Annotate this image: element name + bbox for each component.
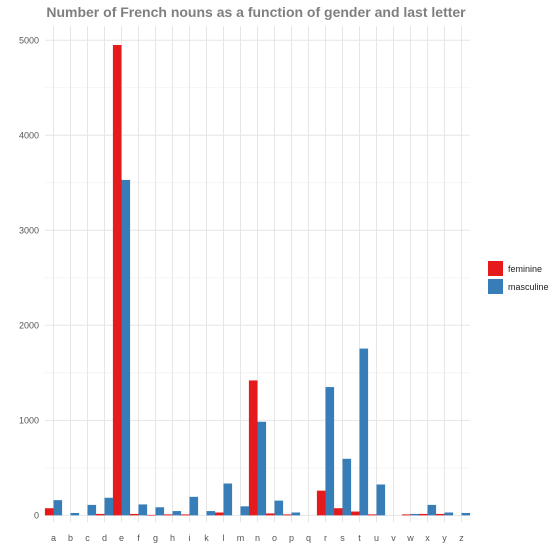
bar-masculine-r [325, 387, 335, 516]
y-tick-label: 3000 [19, 225, 39, 235]
bar-masculine-a [53, 500, 63, 516]
x-tick-label: w [406, 533, 414, 543]
bar-feminine-i [180, 514, 190, 516]
bar-masculine-o [274, 500, 284, 516]
bar-masculine-u [376, 484, 386, 516]
x-tick-label: l [223, 533, 225, 543]
y-tick-label: 2000 [19, 320, 39, 330]
x-tick-label: k [204, 533, 209, 543]
bar-masculine-n [257, 421, 267, 516]
x-tick-label: b [68, 533, 73, 543]
bar-feminine-s [333, 508, 343, 516]
bar-masculine-z [461, 512, 471, 516]
bar-masculine-i [189, 496, 199, 516]
bar-masculine-g [155, 507, 165, 516]
chart-title: Number of French nouns as a function of … [46, 4, 466, 20]
x-tick-label: z [459, 533, 464, 543]
x-tick-label: i [189, 533, 191, 543]
bar-feminine-o [265, 513, 275, 516]
bar-masculine-b [70, 512, 80, 516]
bar-masculine-p [291, 512, 301, 516]
legend-key-masculine [488, 279, 503, 294]
x-tick-label: s [340, 533, 345, 543]
legend: feminine masculine [488, 261, 549, 294]
y-tick-label: 0 [34, 510, 39, 520]
bar-feminine-y [435, 513, 445, 516]
bar-masculine-m [240, 506, 250, 516]
bar-masculine-s [342, 458, 352, 516]
bar-masculine-f [138, 504, 148, 516]
x-tick-label: t [358, 533, 361, 543]
bar-feminine-x [418, 513, 428, 516]
legend-key-feminine [488, 261, 503, 276]
bar-masculine-w [410, 513, 420, 516]
x-tick-label: c [85, 533, 90, 543]
bar-feminine-g [146, 514, 156, 516]
bar-feminine-a [44, 508, 54, 516]
bar-feminine-h [163, 514, 173, 516]
y-tick-label: 5000 [19, 35, 39, 45]
x-tick-label: x [425, 533, 430, 543]
legend-label-masculine: masculine [508, 282, 549, 292]
bar-feminine-f [129, 513, 139, 516]
x-tick-label: d [102, 533, 107, 543]
bar-feminine-u [367, 514, 377, 516]
y-axis: 0 1000 2000 3000 4000 5000 [19, 35, 39, 520]
x-tick-label: p [289, 533, 294, 543]
x-tick-label: a [51, 533, 56, 543]
x-tick-label: u [374, 533, 379, 543]
bar-masculine-k [206, 511, 216, 516]
x-tick-label: n [255, 533, 260, 543]
bar-masculine-e [121, 179, 131, 516]
x-tick-label: r [324, 533, 327, 543]
bar-feminine-d [95, 513, 105, 516]
bar-masculine-t [359, 348, 369, 516]
bar-masculine-y [444, 512, 454, 516]
x-tick-label: g [153, 533, 158, 543]
x-tick-label: v [391, 533, 396, 543]
x-tick-label: q [306, 533, 311, 543]
x-tick-label: e [119, 533, 124, 543]
y-tick-label: 4000 [19, 130, 39, 140]
y-tick-label: 1000 [19, 415, 39, 425]
x-tick-label: o [272, 533, 277, 543]
bar-masculine-c [87, 504, 97, 516]
bar-feminine-l [214, 512, 224, 516]
bar-feminine-r [316, 490, 326, 516]
bar-feminine-p [282, 514, 292, 516]
bars [44, 45, 471, 516]
bar-masculine-x [427, 504, 437, 516]
legend-label-feminine: feminine [508, 264, 542, 274]
x-tick-label: h [170, 533, 175, 543]
bar-feminine-n [248, 380, 258, 516]
x-tick-label: f [137, 533, 140, 543]
bar-masculine-h [172, 511, 182, 516]
bar-feminine-e [112, 45, 122, 516]
bar-masculine-d [104, 497, 114, 516]
bar-feminine-t [350, 511, 360, 516]
x-tick-label: m [237, 533, 245, 543]
bar-masculine-l [223, 483, 233, 516]
bar-feminine-w [401, 514, 411, 516]
x-tick-label: y [442, 533, 447, 543]
